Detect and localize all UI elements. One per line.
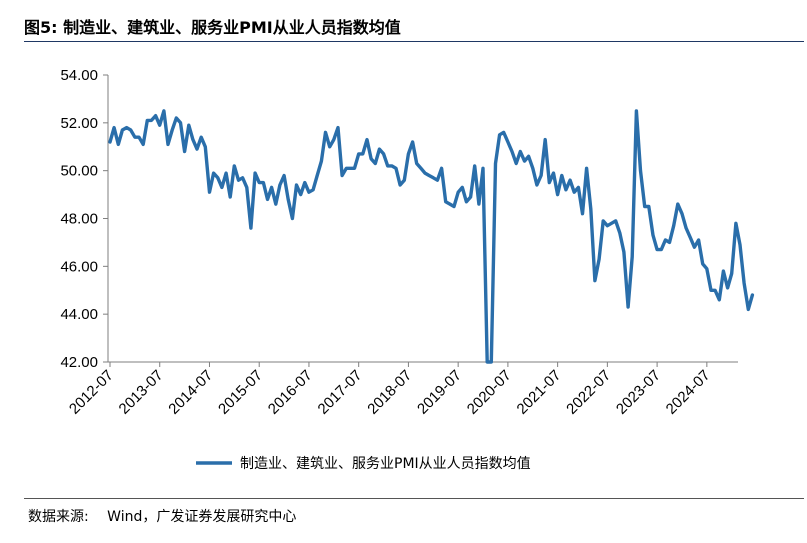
line-chart: 42.00 44.00 46.00 48.00 50.00 52.00 54.00 2012… bbox=[60, 67, 755, 472]
y-axis-ticks: 42.00 44.00 46.00 48.00 50.00 52.00 54.00 bbox=[60, 67, 108, 371]
y-tick-label: 54.00 bbox=[60, 67, 98, 84]
x-tick-label: 2020-07 bbox=[464, 367, 515, 418]
chart-legend: 制造业、建筑业、服务业PMI从业人员指数均值 bbox=[196, 456, 531, 472]
legend-label: 制造业、建筑业、服务业PMI从业人员指数均值 bbox=[240, 456, 531, 472]
x-tick-label: 2024-07 bbox=[663, 367, 714, 418]
y-tick-label: 44.00 bbox=[60, 306, 98, 323]
x-tick-label: 2018-07 bbox=[364, 367, 415, 418]
y-tick-label: 48.00 bbox=[60, 211, 98, 228]
x-tick-label: 2014-07 bbox=[165, 367, 216, 418]
x-tick-label: 2012-07 bbox=[66, 367, 117, 418]
y-tick-label: 42.00 bbox=[60, 354, 98, 371]
x-tick-label: 2021-07 bbox=[514, 367, 565, 418]
x-tick-label: 2013-07 bbox=[116, 367, 167, 418]
chart-axes bbox=[107, 75, 738, 363]
x-axis-ticks: 2012-072013-072014-072015-072016-072017-… bbox=[66, 362, 714, 418]
x-tick-label: 2015-07 bbox=[215, 367, 266, 418]
x-tick-label: 2017-07 bbox=[315, 367, 366, 418]
y-tick-label: 46.00 bbox=[60, 258, 98, 275]
series-line bbox=[108, 109, 755, 364]
x-tick-label: 2016-07 bbox=[265, 367, 316, 418]
source-text: Wind，广发证券发展研究中心 bbox=[107, 509, 297, 525]
figure-label: 图5: bbox=[24, 18, 58, 37]
figure-title-text: 制造业、建筑业、服务业PMI从业人员指数均值 bbox=[63, 18, 401, 37]
title-divider bbox=[24, 41, 804, 42]
x-tick-label: 2022-07 bbox=[563, 367, 614, 418]
x-tick-label: 2023-07 bbox=[613, 367, 664, 418]
source-label: 数据来源: bbox=[28, 509, 89, 525]
x-tick-label: 2019-07 bbox=[414, 367, 465, 418]
source-divider bbox=[24, 498, 804, 499]
series-lines bbox=[108, 109, 755, 364]
y-tick-label: 50.00 bbox=[60, 163, 98, 180]
y-tick-label: 52.00 bbox=[60, 115, 98, 132]
figure-title: 图5: 制造业、建筑业、服务业PMI从业人员指数均值 bbox=[24, 14, 401, 38]
data-source: 数据来源: Wind，广发证券发展研究中心 bbox=[28, 506, 296, 526]
